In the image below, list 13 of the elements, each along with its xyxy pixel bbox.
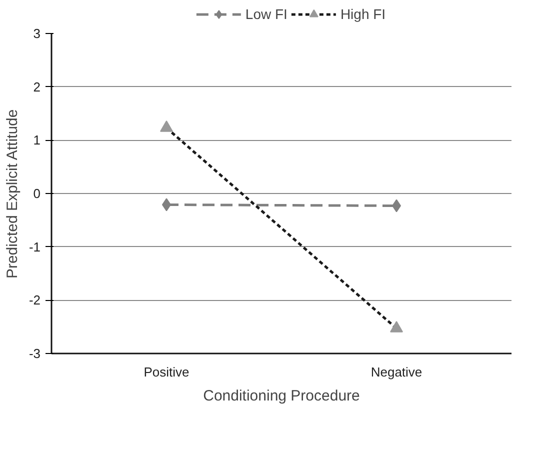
y-tick-label: 0 <box>33 186 41 201</box>
legend-label: High FI <box>340 6 386 22</box>
x-axis-title: Conditioning Procedure <box>203 388 360 404</box>
y-tick-label: 3 <box>33 26 41 41</box>
y-tick-label: 1 <box>33 132 41 148</box>
y-tick-label: -3 <box>28 346 41 361</box>
x-tick-label: Negative <box>370 364 422 380</box>
x-tick-label: Positive <box>144 364 190 380</box>
y-tick-label: 2 <box>33 79 41 94</box>
y-tick-label: -2 <box>28 292 41 308</box>
y-tick-label: -1 <box>28 239 41 254</box>
legend-label: Low FI <box>245 6 288 22</box>
y-axis-title: Predicted Explicit Attitude <box>4 109 21 279</box>
